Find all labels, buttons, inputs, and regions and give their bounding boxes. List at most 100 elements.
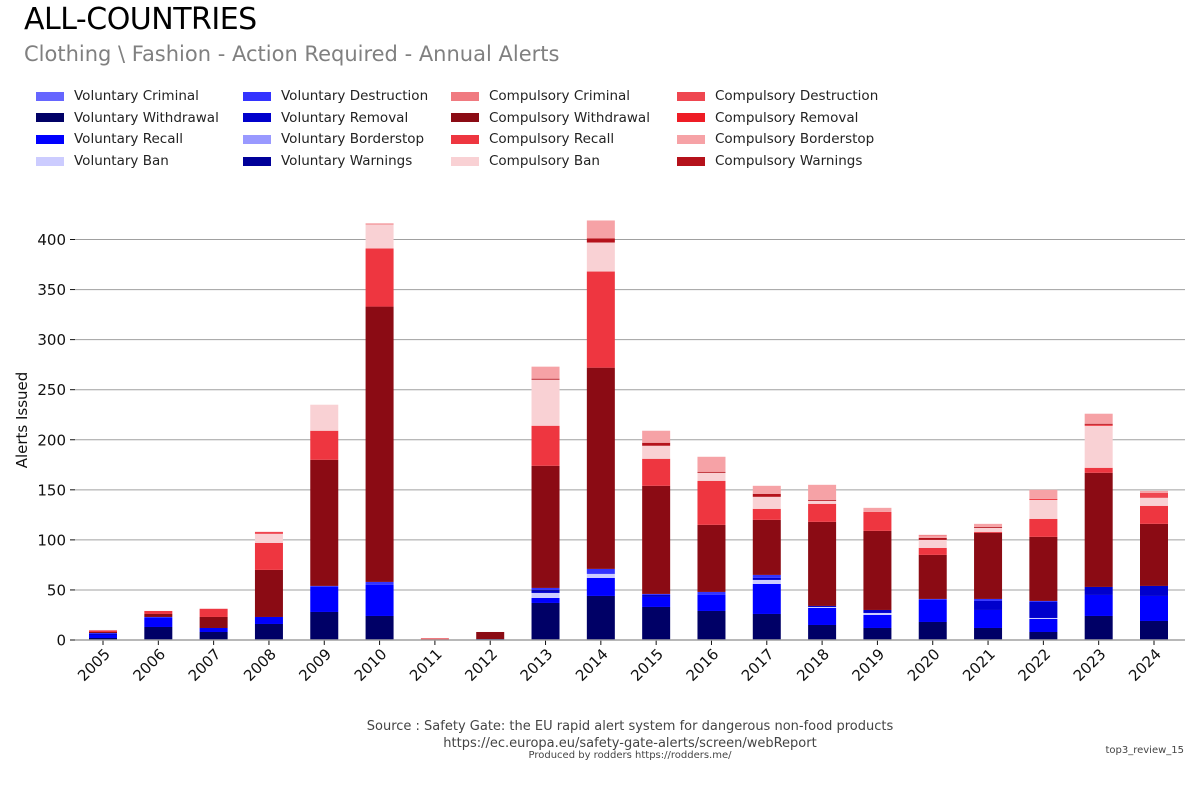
bar-segment-voluntary-destruction bbox=[310, 585, 339, 587]
legend-label: Voluntary Removal bbox=[281, 109, 409, 126]
bar-segment-compulsory-ban bbox=[586, 242, 615, 272]
bar-segment-voluntary-recall bbox=[1084, 594, 1113, 616]
bar-segment-voluntary-recall bbox=[144, 617, 173, 627]
bar-segment-compulsory-ban bbox=[697, 472, 726, 481]
y-tick-label: 100 bbox=[37, 531, 66, 549]
bar-segment-compulsory-withdrawal bbox=[1140, 523, 1168, 586]
x-tick-label: 2019 bbox=[849, 645, 889, 685]
bar-segment-compulsory-borderstop bbox=[974, 523, 1003, 527]
legend-label: Compulsory Ban bbox=[489, 153, 600, 170]
bar-segment-voluntary-removal bbox=[531, 590, 560, 593]
bar-stack-2020 bbox=[918, 534, 947, 640]
bar-segment-compulsory-criminal bbox=[89, 629, 117, 631]
bar-stack-2021 bbox=[974, 523, 1003, 640]
bar-segment-voluntary-destruction bbox=[144, 616, 173, 618]
x-tick-label: 2007 bbox=[185, 645, 225, 685]
bar-segment-voluntary-recall bbox=[254, 616, 283, 624]
bar-segment-compulsory-warnings bbox=[1084, 423, 1113, 425]
bar-segment-voluntary-recall bbox=[365, 584, 394, 616]
bar-segment-voluntary-ban bbox=[1029, 617, 1058, 619]
bar-segment-voluntary-destruction bbox=[531, 587, 560, 590]
bar-stack-2018 bbox=[808, 484, 837, 640]
bar-segment-compulsory-destruction bbox=[254, 531, 283, 534]
bar-segment-voluntary-recall bbox=[642, 596, 671, 607]
legend-item-compulsory-ban: Compulsory Ban bbox=[451, 153, 600, 169]
bar-segment-compulsory-recall bbox=[199, 608, 228, 617]
bar-segment-voluntary-withdrawal bbox=[531, 602, 560, 640]
bar-stack-2008 bbox=[254, 531, 283, 640]
legend-item-voluntary-criminal: Voluntary Criminal bbox=[36, 88, 199, 104]
bar-segment-voluntary-removal bbox=[1029, 601, 1058, 618]
legend-item-voluntary-warnings: Voluntary Warnings bbox=[243, 153, 412, 169]
bar-segment-voluntary-destruction bbox=[974, 598, 1003, 601]
bar-segment-compulsory-warnings bbox=[752, 493, 781, 497]
gridlines bbox=[75, 239, 1185, 591]
y-tick-label: 250 bbox=[37, 381, 66, 399]
legend-item-voluntary-ban: Voluntary Ban bbox=[36, 153, 169, 169]
bar-segment-voluntary-withdrawal bbox=[752, 613, 781, 640]
bar-segment-compulsory-withdrawal bbox=[918, 554, 947, 599]
legend-label: Compulsory Criminal bbox=[489, 88, 631, 104]
bar-stack-2012 bbox=[476, 631, 505, 640]
bar-segment-voluntary-withdrawal bbox=[1029, 631, 1058, 640]
bar-segment-compulsory-criminal bbox=[420, 637, 449, 639]
bar-segment-voluntary-withdrawal bbox=[310, 611, 339, 640]
legend-label: Voluntary Criminal bbox=[74, 88, 199, 104]
y-tick-label: 0 bbox=[56, 632, 66, 650]
legend-swatch bbox=[243, 113, 271, 123]
bar-segment-compulsory-borderstop bbox=[752, 485, 781, 494]
source-url: https://ec.europa.eu/safety-gate-alerts/… bbox=[443, 736, 817, 751]
bar-segment-compulsory-warnings bbox=[642, 442, 671, 446]
bars bbox=[89, 220, 1168, 640]
bar-segment-voluntary-withdrawal bbox=[1140, 620, 1168, 640]
bar-segment-compulsory-ban bbox=[531, 379, 560, 426]
bar-segment-compulsory-ban bbox=[808, 500, 837, 504]
bar-segment-compulsory-ban bbox=[1029, 499, 1058, 519]
x-tick-label: 2024 bbox=[1125, 645, 1165, 685]
legend-item-compulsory-removal: Compulsory Removal bbox=[677, 110, 858, 126]
x-tick-label: 2009 bbox=[295, 645, 335, 685]
bar-segment-compulsory-recall bbox=[918, 547, 947, 555]
bar-stack-2016 bbox=[697, 456, 726, 640]
bar-segment-compulsory-criminal bbox=[918, 534, 947, 536]
bar-segment-voluntary-ban bbox=[752, 579, 781, 584]
y-tick-label: 300 bbox=[37, 331, 66, 349]
bar-segment-voluntary-removal bbox=[863, 609, 892, 613]
x-tick-label: 2016 bbox=[683, 645, 723, 685]
bar-segment-compulsory-recall bbox=[752, 508, 781, 520]
bar-segment-voluntary-removal bbox=[1140, 585, 1168, 596]
bar-segment-compulsory-ban bbox=[310, 404, 339, 431]
bar-segment-compulsory-recall bbox=[89, 630, 117, 632]
bar-segment-compulsory-warnings bbox=[531, 378, 560, 380]
bar-segment-voluntary-ban bbox=[531, 592, 560, 598]
legend-item-voluntary-withdrawal: Voluntary Withdrawal bbox=[36, 110, 219, 126]
bar-segment-compulsory-withdrawal bbox=[697, 524, 726, 592]
y-tick-label: 50 bbox=[47, 581, 66, 599]
bar-segment-compulsory-recall bbox=[1084, 467, 1113, 473]
legend-swatch bbox=[36, 134, 64, 144]
bar-segment-voluntary-withdrawal bbox=[254, 623, 283, 640]
legend-swatch bbox=[36, 91, 64, 101]
bar-segment-compulsory-withdrawal bbox=[254, 569, 283, 617]
legend-item-compulsory-recall: Compulsory Recall bbox=[451, 131, 614, 147]
bar-segment-compulsory-recall bbox=[365, 248, 394, 307]
bar-segment-compulsory-withdrawal bbox=[89, 631, 117, 633]
x-tick-label: 2015 bbox=[627, 645, 667, 685]
bar-segment-voluntary-removal bbox=[752, 577, 781, 580]
bar-segment-voluntary-withdrawal bbox=[918, 621, 947, 640]
bar-segment-compulsory-removal bbox=[1084, 424, 1113, 426]
legend-swatch bbox=[451, 113, 479, 123]
bar-segment-voluntary-withdrawal bbox=[808, 624, 837, 640]
x-tick-label: 2020 bbox=[904, 645, 944, 685]
legend-label: Voluntary Ban bbox=[74, 153, 169, 170]
bar-segment-compulsory-ban bbox=[254, 533, 283, 543]
bar-segment-compulsory-withdrawal bbox=[531, 465, 560, 588]
bar-segment-voluntary-recall bbox=[89, 634, 117, 638]
bar-segment-compulsory-borderstop bbox=[642, 430, 671, 443]
bar-segment-voluntary-withdrawal bbox=[1084, 615, 1113, 640]
bar-segment-voluntary-removal bbox=[974, 600, 1003, 610]
bar-segment-compulsory-recall bbox=[254, 542, 283, 570]
bar-segment-compulsory-withdrawal bbox=[1084, 472, 1113, 587]
legend-swatch bbox=[243, 91, 271, 101]
bar-segment-compulsory-borderstop bbox=[863, 507, 892, 512]
